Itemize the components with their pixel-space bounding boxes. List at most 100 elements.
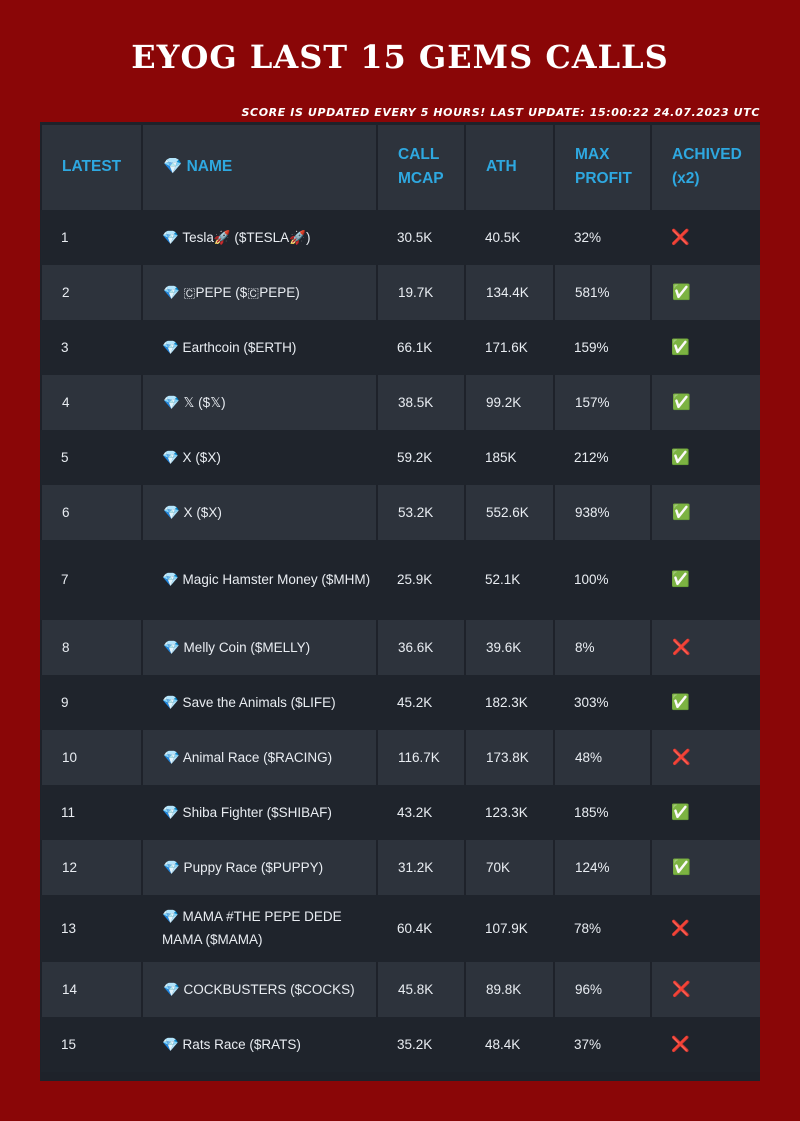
cell-ath-text: 48.4K [485,1036,521,1052]
table-header-row: LATEST 💎 NAME CALL MCAP ATH MAX PROFIT A… [40,122,760,210]
cell-ath-text: 70K [486,859,511,875]
table-body: 1 💎 Tesla🚀 ($TESLA🚀) 30.5K 40.5K 32% ❌ 2 💎 🇨PEP… [40,209,760,1072]
cell-call-mcap: 38.5K [376,374,466,430]
cell-ath: 171.6K [465,319,554,375]
table-row[interactable]: 5 💎 X ($X) 59.2K 185K 212% ✅ [41,429,760,485]
status-icon: ❌ [671,1034,690,1053]
cell-latest-text: 8 [62,639,70,655]
cell-call-mcap-text: 35.2K [397,1036,433,1052]
table-row[interactable]: 9 💎 Save the Animals ($LIFE) 45.2K 182.3K 30… [41,674,760,730]
cell-ath: 99.2K [464,374,555,430]
gems-table: LATEST 💎 NAME CALL MCAP ATH MAX PROFIT A… [40,122,760,1072]
cell-latest: 9 [41,674,142,730]
cell-call-mcap: 43.2K [377,784,465,840]
cell-max-profit-text: 185% [574,804,609,820]
page-title: EYOG LAST 15 GEMS CALLS [131,38,669,76]
cell-call-mcap-text: 45.8K [398,981,434,997]
cell-ath-text: 52.1K [485,572,521,587]
cell-call-mcap: 66.1K [377,319,465,375]
cell-ath: 134.4K [464,264,555,320]
cell-latest-text: 15 [61,1036,77,1052]
table-row[interactable]: 3 💎 Earthcoin ($ERTH) 66.1K 171.6K 159% ✅ [41,319,760,375]
cell-ath: 39.6K [464,619,555,675]
status-icon: ❌ [671,918,690,937]
table-row[interactable]: 12 💎 Puppy Race ($PUPPY) 31.2K 70K 124% ✅ [40,839,760,895]
cell-name: 💎 Puppy Race ($PUPPY) [141,839,378,895]
cell-ath: 70K [464,839,555,895]
cell-latest: 10 [40,729,143,785]
table-row[interactable]: 7 💎 Magic Hamster Money ($MHM) 25.9K 52.1K 1… [41,539,760,620]
cell-achived: ✅ [650,374,760,430]
cell-name: 💎 🇨PEPE ($🇨PEPE) [141,264,378,320]
cell-name: 💎 Melly Coin ($MELLY) [141,619,378,675]
cell-latest: 8 [40,619,143,675]
cell-call-mcap: 35.2K [377,1016,465,1072]
column-header-name[interactable]: 💎 NAME [141,122,378,210]
cell-name: 💎 Earthcoin ($ERTH) [142,319,377,375]
table-row[interactable]: 10 💎 Animal Race ($RACING) 116.7K 173.8K 48%… [40,729,760,785]
status-icon: ✅ [671,337,690,356]
cell-max-profit: 124% [553,839,652,895]
column-header-max-profit[interactable]: MAX PROFIT [553,122,652,210]
cell-achived: ❌ [651,1016,760,1072]
cell-achived: ✅ [651,429,760,485]
cell-latest-text: 11 [61,804,76,820]
cell-call-mcap-text: 45.2K [397,694,433,710]
cell-name: 💎 Shiba Fighter ($SHIBAF) [142,784,377,840]
cell-name: 💎 MAMA #THE PEPE DEDE MAMA ($MAMA) [142,894,377,962]
cell-call-mcap-text: 30.5K [397,229,433,245]
cell-call-mcap: 45.2K [377,674,465,730]
cell-latest-text: 5 [61,449,69,465]
table-row[interactable]: 14 💎 COCKBUSTERS ($COCKS) 45.8K 89.8K 96% ❌ [40,961,760,1017]
cell-latest-text: 14 [62,981,78,997]
cell-latest: 14 [40,961,143,1017]
cell-call-mcap-text: 31.2K [398,859,434,875]
cell-latest-text: 10 [62,749,78,765]
cell-latest: 13 [41,894,142,962]
cell-ath: 40.5K [465,209,554,265]
cell-ath-text: 182.3K [485,694,528,710]
table-row[interactable]: 11 💎 Shiba Fighter ($SHIBAF) 43.2K 123.3K 18… [41,784,760,840]
cell-max-profit-text: 78% [574,920,602,936]
cell-ath: 52.1K [465,539,554,620]
column-header-ath[interactable]: ATH [464,122,555,210]
status-icon: ✅ [672,392,691,411]
table-row[interactable]: 6 💎 X ($X) 53.2K 552.6K 938% ✅ [40,484,760,540]
table-row[interactable]: 8 💎 Melly Coin ($MELLY) 36.6K 39.6K 8% ❌ [40,619,760,675]
cell-achived: ❌ [650,961,760,1017]
column-header-call-mcap[interactable]: CALL MCAP [376,122,466,210]
cell-achived: ✅ [650,839,760,895]
table-row[interactable]: 2 💎 🇨PEPE ($🇨PEPE) 19.7K 134.4K 581% ✅ [40,264,760,320]
update-notice: SCORE IS UPDATED EVERY 5 HOURS! LAST UPD… [241,106,760,119]
column-header-achived[interactable]: ACHIVED (x2) [650,122,760,210]
table-row[interactable]: 4 💎 𝕏 ($𝕏) 38.5K 99.2K 157% ✅ [40,374,760,430]
cell-max-profit-text: 48% [575,749,603,765]
cell-name: 💎 Magic Hamster Money ($MHM) [142,539,377,620]
cell-name-text: 💎 Save the Animals ($LIFE) [162,694,336,710]
cell-call-mcap-text: 43.2K [397,804,433,820]
cell-call-mcap-text: 116.7K [398,749,440,765]
table-row[interactable]: 13 💎 MAMA #THE PEPE DEDE MAMA ($MAMA) 60.4… [41,894,760,962]
cell-call-mcap: 36.6K [376,619,466,675]
column-header-latest[interactable]: LATEST [40,122,143,210]
cell-latest: 11 [41,784,142,840]
cell-ath-text: 185K [485,449,517,465]
cell-name: 💎 𝕏 ($𝕏) [141,374,378,430]
cell-name-text: 💎 Tesla🚀 ($TESLA🚀) [162,229,311,245]
cell-max-profit-text: 96% [575,981,603,997]
cell-max-profit-text: 212% [574,449,609,465]
cell-name-text: 💎 COCKBUSTERS ($COCKS) [163,981,355,997]
cell-call-mcap: 19.7K [376,264,466,320]
table-row[interactable]: 1 💎 Tesla🚀 ($TESLA🚀) 30.5K 40.5K 32% ❌ [41,209,760,265]
cell-name: 💎 X ($X) [142,429,377,485]
cell-max-profit: 96% [553,961,652,1017]
cell-latest-text: 3 [61,339,69,355]
cell-call-mcap: 30.5K [377,209,465,265]
cell-call-mcap-text: 38.5K [398,394,434,410]
cell-call-mcap: 45.8K [376,961,466,1017]
table-row[interactable]: 15 💎 Rats Race ($RATS) 35.2K 48.4K 37% ❌ [41,1016,760,1072]
cell-latest-text: 13 [61,920,77,936]
cell-call-mcap: 31.2K [376,839,466,895]
cell-max-profit-text: 303% [574,694,609,710]
status-icon: ❌ [672,979,691,998]
